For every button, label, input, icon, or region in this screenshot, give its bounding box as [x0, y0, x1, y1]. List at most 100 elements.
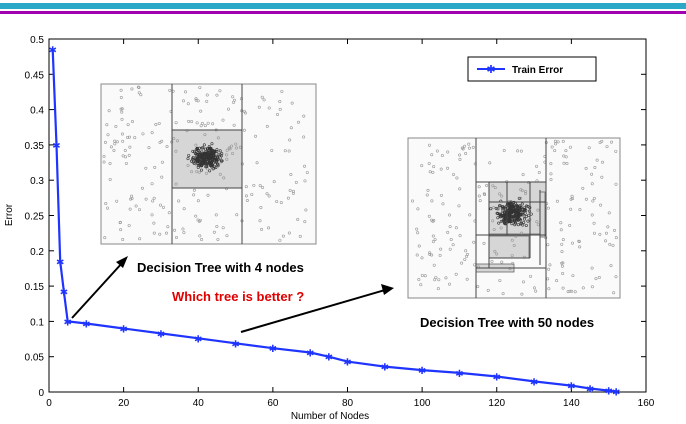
- inset2-point: [498, 192, 502, 196]
- y-tick-label: 0.15: [25, 282, 45, 293]
- inset2-point: [507, 213, 511, 217]
- inset2-point: [463, 257, 467, 261]
- inset1-point: [196, 99, 200, 103]
- inset2-point: [590, 213, 594, 217]
- inset2-point: [590, 172, 594, 176]
- inset2-point: [444, 276, 448, 280]
- inset2-point: [604, 231, 608, 235]
- inset2-point: [612, 228, 616, 232]
- inset1-point: [193, 152, 197, 156]
- inset2-leaf-region: [488, 235, 530, 259]
- inset1-point: [278, 107, 282, 111]
- inset1-point: [262, 98, 266, 102]
- inset2-point: [597, 276, 601, 280]
- inset1-point: [137, 91, 141, 95]
- y-tick-label: 0: [38, 388, 44, 399]
- inset2-point: [568, 224, 572, 228]
- inset1-point: [102, 160, 106, 164]
- inset1-point: [298, 234, 302, 238]
- data-point: ✱: [567, 382, 575, 393]
- inset1-point: [283, 149, 287, 153]
- inset2-point: [415, 227, 419, 231]
- inset2-point: [578, 208, 582, 212]
- inset2-point: [569, 207, 573, 211]
- inset2-point: [516, 223, 520, 227]
- inset2-point: [513, 223, 517, 227]
- inset1-point: [186, 164, 190, 168]
- inset2-point: [522, 280, 526, 284]
- inset2-point: [515, 213, 519, 217]
- inset2-point: [535, 220, 539, 224]
- inset1-point: [201, 153, 205, 157]
- inset2-point: [561, 238, 565, 242]
- x-ticks: 0 20 40 60 80 100 120 140 160: [46, 39, 655, 409]
- inset2-point: [506, 216, 510, 220]
- inset2-point: [515, 204, 519, 208]
- inset2-point: [522, 217, 526, 221]
- data-point: ✱: [306, 348, 314, 359]
- inset1-point: [279, 201, 283, 205]
- inset2-point: [510, 238, 514, 242]
- inset2-point: [519, 213, 523, 217]
- inset2-point: [555, 279, 559, 283]
- data-point: ✱: [325, 353, 333, 364]
- inset2-point: [546, 243, 550, 247]
- inset2-point: [457, 204, 461, 208]
- inset2-point: [458, 234, 462, 238]
- inset2-point: [458, 187, 462, 191]
- inset1-point: [257, 105, 261, 109]
- inset2-point: [516, 219, 520, 223]
- inset1-point: [232, 123, 236, 127]
- inset2-point: [446, 230, 450, 234]
- inset1-point: [196, 156, 200, 160]
- inset1-point: [123, 149, 127, 153]
- series-train-error: ✱ ✱ ✱ ✱ ✱ ✱ ✱ ✱ ✱ ✱ ✱ ✱ ✱ ✱ ✱ ✱ ✱ ✱ ✱ ✱ ✱ ✱ ✱: [49, 46, 621, 399]
- inset1-point: [270, 148, 274, 152]
- x-tick-label: 20: [118, 398, 130, 409]
- inset2-point: [454, 272, 458, 276]
- inset1-point: [294, 180, 298, 184]
- inset1-point: [199, 168, 203, 172]
- inset1-point: [302, 135, 306, 139]
- data-point: ✱: [52, 141, 60, 152]
- inset1-point: [167, 211, 171, 215]
- inset2-point: [535, 164, 539, 168]
- inset2-point: [501, 211, 505, 215]
- inset1-point: [259, 205, 263, 209]
- inset2-point: [577, 240, 581, 244]
- inset2-point: [581, 286, 585, 290]
- inset1-point: [235, 213, 239, 217]
- inset1-point: [144, 166, 148, 170]
- inset1-point: [105, 206, 109, 210]
- data-point: ✱: [418, 366, 426, 377]
- x-tick-label: 100: [414, 398, 431, 409]
- inset1-point: [258, 219, 262, 223]
- inset2-point: [614, 236, 618, 240]
- data-point: ✱: [194, 334, 202, 345]
- inset2-point: [532, 286, 536, 290]
- inset1-point: [168, 88, 172, 92]
- inset1-point: [194, 143, 198, 147]
- inset2-point: [492, 227, 496, 231]
- y-tick-label: 0.25: [25, 212, 45, 223]
- y-tick-label: 0.4: [30, 106, 44, 117]
- header-band-purple: [0, 11, 686, 14]
- inset2-point: [584, 166, 588, 170]
- inset1-point: [120, 132, 124, 136]
- inset2-point: [498, 204, 502, 208]
- inset2-point: [468, 213, 472, 217]
- inset2-point: [614, 149, 618, 153]
- inset1-point: [260, 227, 264, 231]
- inset2-point: [553, 149, 557, 153]
- inset1-point: [234, 142, 238, 146]
- inset2-point: [420, 164, 424, 168]
- inset2-point: [427, 143, 431, 147]
- inset1-point: [194, 98, 198, 102]
- inset2-point: [431, 240, 435, 244]
- inset1-point: [134, 204, 138, 208]
- y-tick-label: 0.45: [25, 70, 45, 81]
- y-tick-label: 0.3: [30, 176, 44, 187]
- inset1-point: [139, 93, 143, 97]
- inset2-point: [611, 243, 615, 247]
- inset2-point: [556, 140, 560, 144]
